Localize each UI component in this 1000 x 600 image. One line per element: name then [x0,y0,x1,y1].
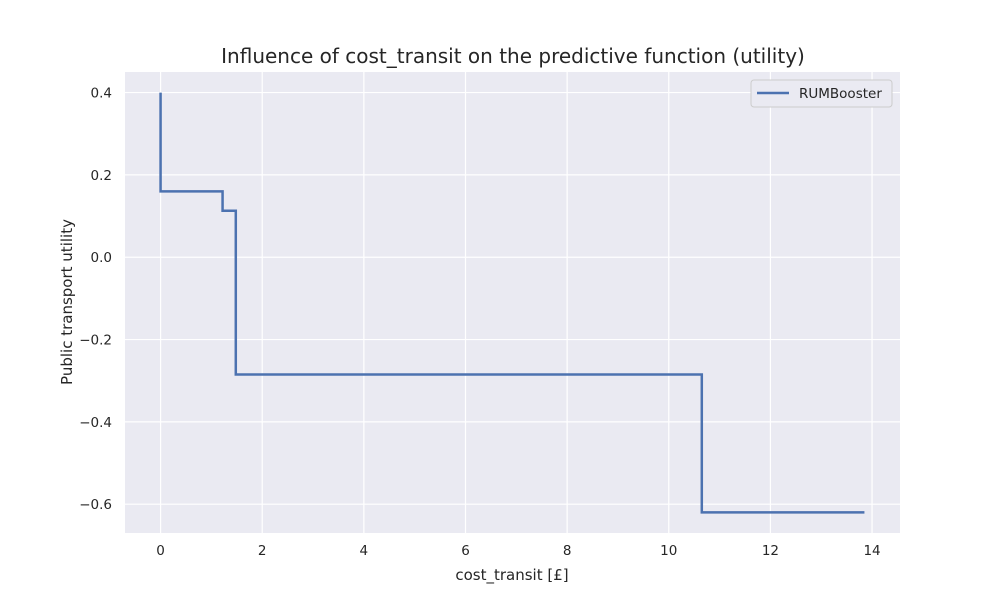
legend-box [750,79,893,108]
y-axis-label: Public transport utility [58,219,76,385]
x-tick-label: 2 [258,543,267,559]
y-tick-label: −0.2 [79,333,112,349]
x-tick-label: 4 [360,543,369,559]
x-tick-label: 14 [863,543,880,559]
legend-entry-rumbooster: RUMBooster [799,86,882,102]
series-layer [159,92,865,514]
x-tick-label: 0 [156,543,165,559]
y-tick-label: −0.4 [79,415,112,431]
x-tick-label: 10 [660,543,677,559]
y-tick-label: 0.2 [91,168,112,184]
x-tick-label: 6 [461,543,470,559]
x-tick-label: 12 [762,543,779,559]
x-axis-label: cost_transit [£] [455,566,568,585]
chart-title: Influence of cost_transit on the predict… [221,44,805,68]
y-tick-label: −0.6 [79,497,112,513]
series-line-rumbooster [159,92,865,514]
plot-area [125,72,900,533]
x-tick-label: 8 [563,543,572,559]
y-tick-label: 0.0 [91,250,112,266]
grid [125,72,900,533]
tick-labels: 0 2 4 6 8 10 12 14 0.4 0.2 0.0 −0.2 −0.4 −0.6 [79,86,880,559]
legend: RUMBooster [750,79,893,108]
y-tick-label: 0.4 [91,86,112,102]
